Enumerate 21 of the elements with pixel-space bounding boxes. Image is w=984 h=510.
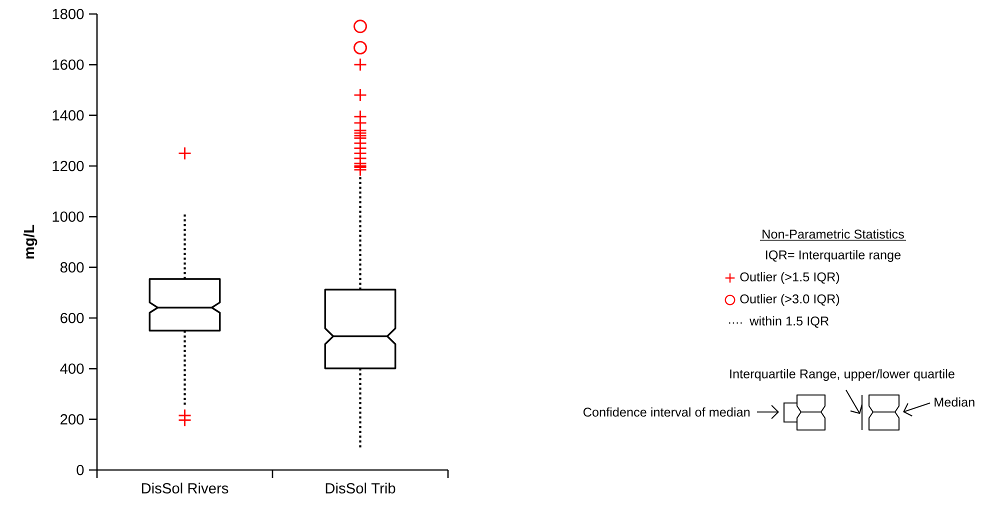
y-tick-label: 1600 [52,59,84,70]
text: Interquartile Range, upper/lower quartile [730,369,954,381]
y-tick-label: 1200 [52,160,84,172]
legend-label: Outlier (>1.5 IQR) [740,272,840,284]
y-tick-label: 200 [60,414,84,425]
legend-label: within 1.5 IQR [750,316,829,328]
y-tick-label: 600 [60,312,84,324]
text: Confidence interval of median [583,407,750,417]
legend-label: Outlier (>3.0 IQR) [740,294,840,306]
y-tick-label: 1000 [52,211,84,222]
legend-title: Non-Parametric Statistics [762,229,904,239]
y-tick-label: 1400 [52,110,84,121]
text: IQR= Interquartile range [766,250,901,262]
y-axis-title: mg/L [23,224,38,259]
y-tick-label: 400 [60,363,84,374]
y-tick-label: 800 [60,262,84,273]
y-tick-label: 0 [76,464,84,476]
y-tick-label: 1800 [52,8,84,20]
text: Median [934,397,974,407]
x-tick-label: DisSol Trib [326,482,396,494]
x-tick-label: DisSol Rivers [142,482,228,494]
